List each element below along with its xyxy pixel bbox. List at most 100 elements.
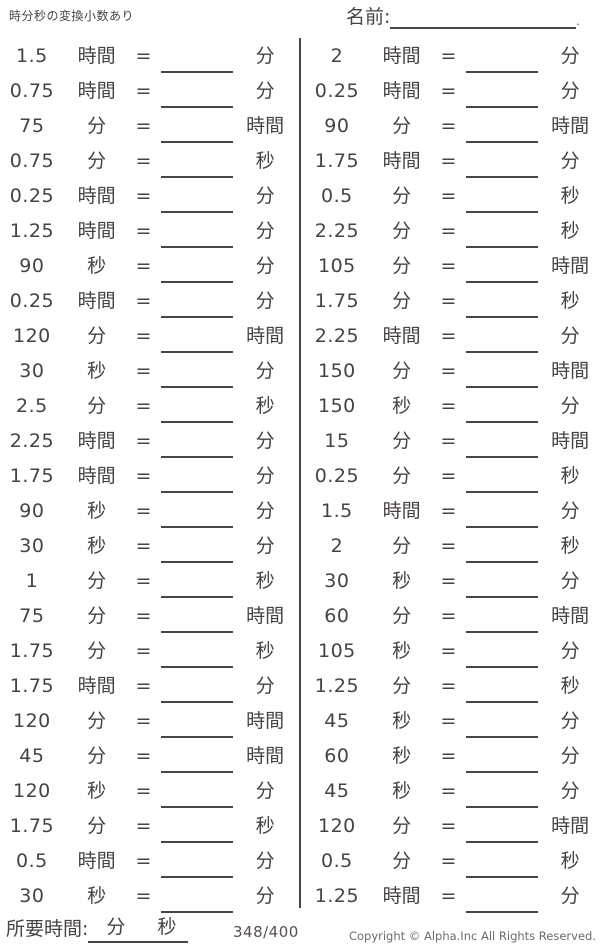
problem-from-unit: 分 <box>392 290 412 312</box>
problem-to-unit: 時間 <box>551 605 590 627</box>
problem-to-unit: 分 <box>255 535 275 557</box>
answer-blank[interactable] <box>161 880 234 913</box>
problem-row: 0.25 時間 = 分 <box>0 285 295 320</box>
problem-from-unit: 分 <box>87 150 107 172</box>
answer-blank[interactable] <box>466 390 539 423</box>
problem-to-unit: 分 <box>255 850 275 872</box>
answer-blank[interactable] <box>161 775 234 808</box>
answer-blank[interactable] <box>161 670 234 703</box>
answer-blank[interactable] <box>466 635 539 668</box>
problem-row: 0.25 時間 = 分 <box>0 180 295 215</box>
time-minutes-blank[interactable]: 分 <box>88 914 134 943</box>
problem-row: 0.25 時間 = 分 <box>305 75 600 110</box>
time-taken-row: 所要時間: 分秒 <box>6 914 189 943</box>
answer-blank[interactable] <box>161 215 234 248</box>
problem-from-unit: 分 <box>87 605 107 627</box>
answer-blank[interactable] <box>466 775 539 808</box>
answer-blank[interactable] <box>466 145 539 178</box>
answer-blank[interactable] <box>466 320 539 353</box>
answer-blank[interactable] <box>161 180 234 213</box>
answer-blank[interactable] <box>466 75 539 108</box>
problem-from-unit: 分 <box>392 430 412 452</box>
problem-from-unit: 時間 <box>77 45 116 67</box>
equals-sign: = <box>440 780 457 802</box>
answer-blank[interactable] <box>466 355 539 388</box>
answer-blank[interactable] <box>161 635 234 668</box>
problem-value: 15 <box>324 430 350 452</box>
problem-value: 0.25 <box>314 80 360 102</box>
answer-blank[interactable] <box>466 495 539 528</box>
answer-blank[interactable] <box>161 845 234 878</box>
answer-blank[interactable] <box>466 250 539 283</box>
answer-blank[interactable] <box>161 495 234 528</box>
problem-row: 15 分 = 時間 <box>305 425 600 460</box>
equals-sign: = <box>440 45 457 67</box>
equals-sign: = <box>440 150 457 172</box>
equals-sign: = <box>135 780 152 802</box>
answer-blank[interactable] <box>466 285 539 318</box>
answer-blank[interactable] <box>161 810 234 843</box>
answer-blank[interactable] <box>161 705 234 738</box>
answer-blank[interactable] <box>466 110 539 143</box>
answer-blank[interactable] <box>161 110 234 143</box>
answer-blank[interactable] <box>161 740 234 773</box>
equals-sign: = <box>135 45 152 67</box>
name-input-line[interactable] <box>390 5 577 29</box>
problem-to-unit: 秒 <box>560 675 580 697</box>
answer-blank[interactable] <box>161 390 234 423</box>
answer-blank[interactable] <box>161 145 234 178</box>
problem-value: 0.25 <box>9 185 55 207</box>
problem-to-unit: 時間 <box>551 430 590 452</box>
answer-blank[interactable] <box>466 425 539 458</box>
answer-blank[interactable] <box>161 425 234 458</box>
answer-blank[interactable] <box>466 565 539 598</box>
problem-to-unit: 時間 <box>551 115 590 137</box>
answer-blank[interactable] <box>161 40 234 73</box>
answer-blank[interactable] <box>161 530 234 563</box>
answer-blank[interactable] <box>466 845 539 878</box>
problem-value: 120 <box>318 815 356 837</box>
answer-blank[interactable] <box>161 565 234 598</box>
answer-blank[interactable] <box>466 460 539 493</box>
problem-from-unit: 分 <box>392 815 412 837</box>
time-taken-label: 所要時間: <box>6 918 89 940</box>
equals-sign: = <box>440 850 457 872</box>
problem-value: 1.75 <box>9 815 55 837</box>
answer-blank[interactable] <box>161 285 234 318</box>
problem-value: 75 <box>19 605 45 627</box>
equals-sign: = <box>135 605 152 627</box>
answer-blank[interactable] <box>161 460 234 493</box>
problem-to-unit: 分 <box>255 885 275 907</box>
answer-blank[interactable] <box>466 600 539 633</box>
problem-to-unit: 時間 <box>551 815 590 837</box>
answer-blank[interactable] <box>466 40 539 73</box>
problem-from-unit: 秒 <box>392 745 412 767</box>
answer-blank[interactable] <box>466 810 539 843</box>
answer-blank[interactable] <box>466 740 539 773</box>
problem-row: 120 分 = 時間 <box>0 705 295 740</box>
problem-row: 2 時間 = 分 <box>305 40 600 75</box>
answer-blank[interactable] <box>161 75 234 108</box>
answer-blank[interactable] <box>161 250 234 283</box>
problem-value: 1.75 <box>314 150 360 172</box>
answer-blank[interactable] <box>161 355 234 388</box>
answer-blank[interactable] <box>466 880 539 913</box>
problem-to-unit: 分 <box>255 360 275 382</box>
answer-blank[interactable] <box>466 670 539 703</box>
problem-from-unit: 時間 <box>77 220 116 242</box>
answer-blank[interactable] <box>466 530 539 563</box>
problem-from-unit: 時間 <box>77 465 116 487</box>
problem-row: 120 分 = 時間 <box>305 810 600 845</box>
problem-row: 60 分 = 時間 <box>305 600 600 635</box>
problem-to-unit: 秒 <box>560 465 580 487</box>
problem-from-unit: 分 <box>392 535 412 557</box>
problem-value: 2.5 <box>16 395 48 417</box>
equals-sign: = <box>440 605 457 627</box>
answer-blank[interactable] <box>161 320 234 353</box>
answer-blank[interactable] <box>466 180 539 213</box>
answer-blank[interactable] <box>466 705 539 738</box>
time-seconds-blank[interactable]: 秒 <box>133 914 189 943</box>
problem-from-unit: 秒 <box>87 885 107 907</box>
answer-blank[interactable] <box>466 215 539 248</box>
answer-blank[interactable] <box>161 600 234 633</box>
